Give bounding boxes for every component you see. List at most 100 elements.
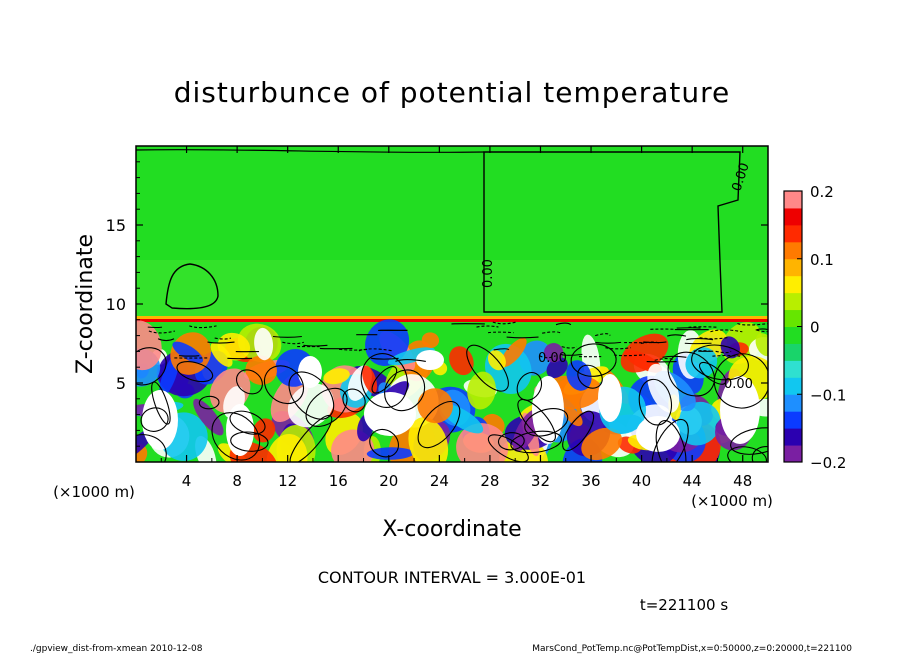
- colorbar-tick-label: 0.1: [810, 251, 834, 269]
- colorbar-swatch: [784, 191, 802, 209]
- contour-line: [497, 432, 525, 451]
- colorbar-swatch: [784, 445, 802, 463]
- colorbar-swatch: [784, 428, 802, 446]
- contour-upper-left: [165, 263, 219, 310]
- colorbar-swatch: [784, 241, 802, 260]
- contour-line: [263, 365, 305, 405]
- field-blob: [755, 333, 768, 357]
- x-tick-label: 40: [632, 472, 651, 490]
- field-blob: [543, 343, 564, 363]
- contour-line: [157, 338, 175, 342]
- contour-line: [214, 337, 232, 340]
- y-tick-label: 15: [106, 216, 126, 235]
- colorbar-swatch: [784, 207, 802, 226]
- field-blob: [581, 427, 622, 461]
- field-blob: [467, 371, 496, 410]
- x-tick-label: 32: [531, 472, 550, 490]
- contour-line: [640, 341, 660, 345]
- colorbar-swatch: [784, 343, 802, 361]
- contour-line: [542, 331, 562, 334]
- contour-line: [493, 348, 510, 351]
- contour-line: [492, 321, 517, 325]
- field-swirl: [598, 374, 622, 422]
- field-swirl: [364, 392, 416, 436]
- field-blob: [417, 388, 453, 424]
- contour-line: [148, 330, 175, 334]
- colorbar-swatch: [784, 309, 802, 327]
- contour-line: [488, 331, 514, 334]
- footer-right: MarsCond_PotTemp.nc@PotTempDist,x=0:5000…: [532, 644, 852, 654]
- contour-line: [198, 395, 220, 410]
- field-swirl: [532, 376, 564, 444]
- contour-line: [699, 361, 727, 385]
- x-tick-label: 28: [480, 472, 499, 490]
- colorbar-swatch: [784, 258, 802, 277]
- contour-line: [395, 359, 426, 362]
- field-blob: [421, 332, 440, 348]
- colorbar-swatch: [784, 292, 802, 311]
- x-tick-label: 48: [733, 472, 752, 490]
- contour-line: [570, 343, 617, 377]
- field-blob: [210, 342, 233, 367]
- field-blob: [266, 434, 308, 462]
- field-blob: [193, 398, 224, 436]
- time-label: t=221100 s: [640, 596, 728, 614]
- x-tick-label: 16: [329, 472, 348, 490]
- contour-line: [466, 344, 509, 392]
- contour-line: [562, 410, 595, 452]
- field-blob: [563, 406, 583, 427]
- contour-line: [555, 322, 572, 326]
- contour-lines: [136, 321, 768, 462]
- field-blob: [323, 368, 350, 385]
- field-blob: [408, 417, 449, 462]
- contour-line: [289, 414, 333, 462]
- x-tick-label: 44: [683, 472, 702, 490]
- field-blob: [362, 365, 378, 394]
- contour-upper-right: [483, 151, 741, 313]
- colorbar-swatch: [784, 377, 802, 395]
- colorbar-swatch: [784, 224, 802, 243]
- contour-line: [730, 427, 768, 455]
- colorbar-swatch: [784, 394, 802, 412]
- contour-line: [654, 357, 675, 361]
- contour-line: [517, 398, 556, 443]
- contour-line: [272, 335, 302, 338]
- field-blob: [245, 355, 277, 385]
- x-unit-label: (×1000 m): [691, 492, 773, 510]
- x-tick-label: 12: [278, 472, 297, 490]
- colorbar-swatch: [784, 411, 802, 429]
- contour-line: [176, 361, 214, 383]
- field-blob: [287, 383, 334, 428]
- colorbar-swatch: [784, 275, 802, 294]
- field-blob: [676, 401, 721, 446]
- colorbar-tick-label: 0.2: [810, 183, 834, 201]
- x-tick-label: 8: [232, 472, 242, 490]
- contour-line: [229, 410, 266, 435]
- contour-label-3: 0.00: [538, 351, 567, 366]
- upper-layer-field-light: [136, 260, 768, 316]
- field-blob: [546, 357, 568, 379]
- contour-line: [651, 418, 689, 462]
- colorbar-tick-label: −0.2: [810, 454, 846, 472]
- contour-line: [342, 388, 366, 413]
- contour-line: [506, 336, 539, 339]
- x-axis-label: X-coordinate: [382, 517, 521, 542]
- field-blob: [449, 346, 474, 376]
- field-blob: [500, 337, 527, 368]
- contour-line: [577, 364, 603, 389]
- contour-line: [712, 354, 741, 357]
- contour-line: [686, 337, 714, 341]
- x-tick-label: 24: [430, 472, 449, 490]
- field-swirl: [298, 356, 322, 388]
- contour-line: [699, 337, 728, 340]
- field-blob: [566, 360, 592, 391]
- contour-line: [560, 353, 583, 356]
- contour-line: [360, 353, 409, 408]
- x-tick-label: 36: [581, 472, 600, 490]
- contour-line: [230, 431, 269, 452]
- contour-label-1: 0.00: [481, 259, 496, 288]
- contour-line: [189, 325, 217, 329]
- contour-line: [691, 344, 749, 381]
- field-blob: [136, 320, 162, 371]
- inversion-band-red: [136, 319, 768, 322]
